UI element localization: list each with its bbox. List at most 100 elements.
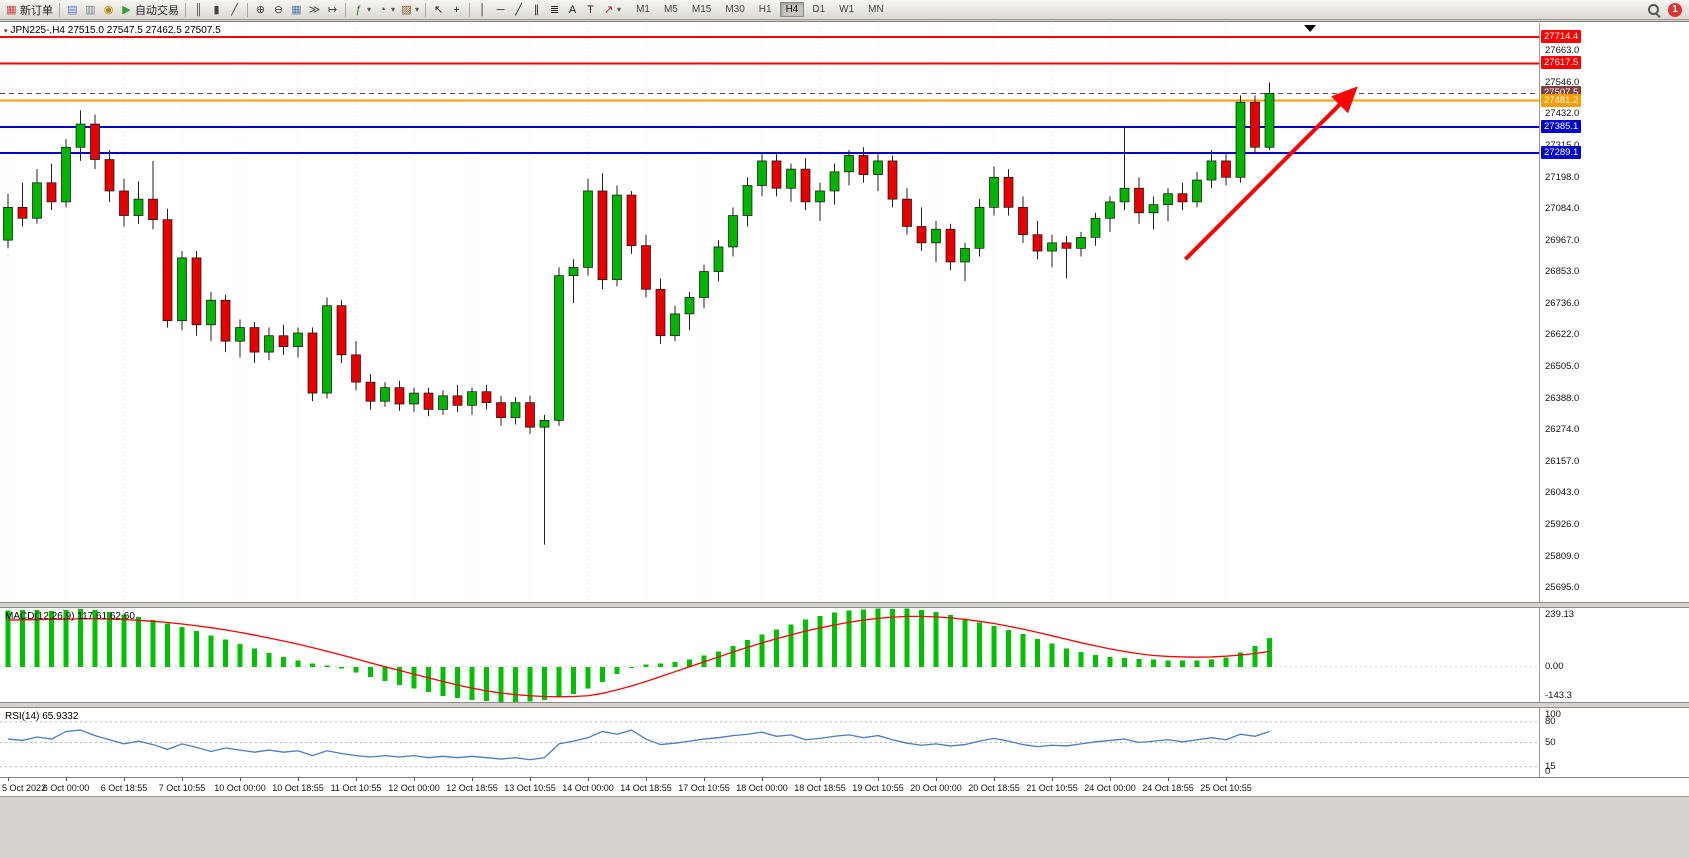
candlestick-chart-button[interactable]: ▮ (208, 2, 225, 18)
time-tick-mark (356, 778, 357, 781)
trendline-button[interactable]: ╱ (510, 2, 527, 18)
periods-button[interactable]: ◔ ▾ (374, 2, 397, 18)
bottom-strip (0, 796, 1689, 858)
price-tick: 26736.0 (1545, 298, 1580, 310)
zoom-out-button[interactable]: ⊖ (270, 2, 287, 18)
time-axis: 5 Oct 2022 6 Oct 00:00 6 Oct 18:55 7 Oct 10… (0, 777, 1689, 797)
vertical-line-button[interactable]: │ (474, 2, 491, 18)
price-tick: 26157.0 (1545, 456, 1580, 468)
rsi-chart-svg[interactable] (0, 708, 1539, 777)
price-tick: 26853.0 (1545, 266, 1580, 278)
timeframe-m1[interactable]: M1 (636, 4, 650, 15)
time-tick-mark (124, 778, 125, 781)
time-label: 14 Oct 18:55 (620, 783, 672, 793)
new-order-button[interactable]: ▦ 新订单 (3, 2, 55, 18)
macd-chart-svg[interactable] (0, 608, 1539, 702)
panel-splitter-macd[interactable] (0, 602, 1689, 608)
templates-button-dropdown-icon[interactable]: ▾ (415, 5, 420, 14)
price-badge[interactable]: 27617.5 (1541, 56, 1582, 70)
print-button[interactable]: ▥ (82, 2, 99, 18)
price-badge[interactable]: 27385.1 (1541, 119, 1582, 133)
autotrading-button[interactable]: ▶ 自动交易 (118, 2, 181, 18)
cursor-icon: ↖ (433, 3, 444, 16)
timeframe-d1[interactable]: D1 (812, 4, 826, 15)
time-label: 18 Oct 18:55 (794, 783, 846, 793)
main-chart-svg[interactable] (0, 23, 1539, 602)
line-chart-button[interactable]: ╱ (226, 2, 243, 18)
timeframe-m5[interactable]: M5 (663, 4, 678, 15)
bar-chart-icon: ║ (194, 3, 203, 16)
price-badge[interactable]: 27289.1 (1541, 145, 1582, 159)
time-tick-mark (182, 778, 183, 781)
search-icon[interactable] (1646, 2, 1662, 18)
macd-tick: 239.13 (1545, 609, 1575, 620)
macd-tick: 0.00 (1545, 660, 1564, 672)
timeframe-h1[interactable]: H1 (758, 4, 772, 15)
arrow-tools-button-dropdown-icon[interactable]: ▾ (617, 5, 622, 14)
periods-button-dropdown-icon[interactable]: ▾ (391, 5, 396, 14)
axis-separator-line (1539, 23, 1540, 777)
time-label: 14 Oct 00:00 (562, 783, 614, 793)
templates-button[interactable]: ▨ ▾ (398, 2, 421, 18)
text-label-button[interactable]: T (582, 2, 599, 18)
indicators-button-dropdown-icon[interactable]: ▾ (367, 5, 372, 14)
crosshair-button[interactable]: + (448, 2, 465, 18)
price-tick: 27315.0 (1545, 139, 1580, 151)
new-order-button-label: 新订单 (20, 4, 53, 17)
new-order-icon: ▦ (6, 3, 17, 16)
arrow-tools-button[interactable]: ↗ ▾ (600, 2, 623, 18)
fibonacci-button[interactable]: ≣ (546, 2, 563, 18)
charts-window-icon: ▤ (67, 3, 78, 16)
price-badge[interactable]: 27507.5 (1541, 86, 1582, 100)
timeframe-group: M1 M5 M15 M30 H1 H4 D1 W1 MN (629, 2, 891, 17)
charts-window-button[interactable]: ▤ (64, 2, 81, 18)
cursor-button[interactable]: ↖ (430, 2, 447, 18)
time-tick-mark (936, 778, 937, 781)
price-axis: 27663.0 27546.0 27432.0 27315.0 27198.0 27084… (1539, 22, 1689, 797)
timeframe-w1[interactable]: W1 (839, 4, 855, 15)
time-label: 21 Oct 10:55 (1026, 783, 1078, 793)
autotrading-icon: ▶ (122, 3, 131, 16)
tile-windows-button[interactable]: ▦ (288, 2, 305, 18)
chart-shift-button[interactable]: ↦ (324, 2, 341, 18)
search-icon-tail (1655, 12, 1661, 18)
auto-scroll-button[interactable]: ≫ (306, 2, 323, 18)
time-tick-mark (762, 778, 763, 781)
macd-tick: -143.3 (1545, 690, 1572, 701)
indicators-button[interactable]: ƒ ▾ (350, 2, 373, 18)
toolbar: ▦ 新订单 ▤ ▥ ◉ ▶ 自动交易 ║ ▮ ╱ ⊕ ⊖ ▦ ≫ ↦ ƒ ▾ ◔ ▾ ▨ ▾ ↖ + │ ─ ╱ ∥ ≣ A T ↗ ▾ M1… (0, 0, 1689, 20)
time-label: 7 Oct 10:55 (158, 783, 206, 793)
horizontal-line-button[interactable]: ─ (492, 2, 509, 18)
macd-axis: 239.13 0.00 -143.3 (1539, 22, 1689, 797)
time-label: 25 Oct 10:55 (1200, 783, 1252, 793)
time-label: 20 Oct 18:55 (968, 783, 1020, 793)
notifications-badge[interactable]: 1 (1668, 2, 1682, 17)
price-tick: 25926.0 (1545, 519, 1580, 531)
timeframe-mn[interactable]: MN (868, 4, 884, 15)
price-tick: 26622.0 (1545, 329, 1580, 341)
time-tick-mark (530, 778, 531, 781)
price-badge[interactable]: 27714.4 (1541, 29, 1582, 43)
channel-button[interactable]: ∥ (528, 2, 545, 18)
timeframe-m15[interactable]: M15 (691, 4, 712, 15)
trend-arrow-annotation[interactable] (1183, 86, 1358, 261)
price-tick: 25695.0 (1545, 582, 1580, 594)
price-tick: 25809.0 (1545, 551, 1580, 563)
price-badge[interactable]: 27481.2 (1541, 93, 1582, 107)
bar-chart-button[interactable]: ║ (190, 2, 207, 18)
price-tick: 26043.0 (1545, 487, 1580, 499)
time-label: 12 Oct 18:55 (446, 783, 498, 793)
time-label: 20 Oct 00:00 (910, 783, 962, 793)
price-lines-layer[interactable] (0, 35, 1539, 154)
toolbar-separator (469, 2, 471, 17)
zoom-in-button[interactable]: ⊕ (252, 2, 269, 18)
text-button[interactable]: A (564, 2, 581, 18)
horizontal-line-icon: ─ (496, 3, 505, 16)
timeframe-m30[interactable]: M30 (725, 4, 745, 15)
time-label: 13 Oct 10:55 (504, 783, 556, 793)
alerts-button[interactable]: ◉ (100, 2, 117, 18)
time-tick-mark (1226, 778, 1227, 781)
panel-splitter-rsi[interactable] (0, 702, 1689, 708)
timeframe-h4[interactable]: H4 (779, 2, 805, 17)
